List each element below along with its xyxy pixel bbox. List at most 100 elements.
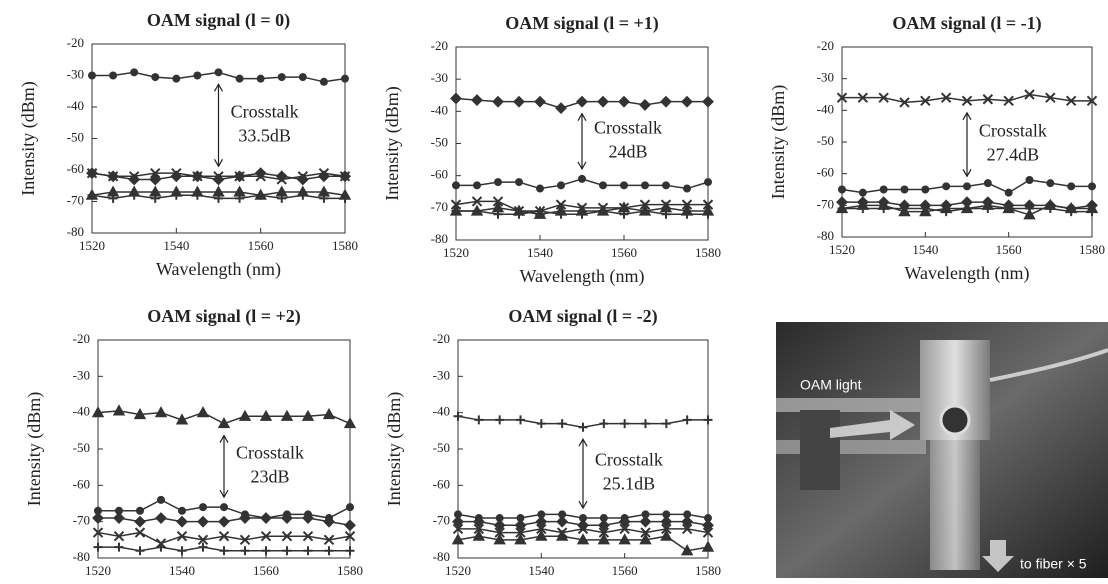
marker	[175, 413, 189, 425]
marker	[878, 92, 889, 103]
marker	[1025, 176, 1034, 184]
marker	[597, 533, 611, 545]
marker	[238, 409, 252, 421]
marker	[323, 534, 335, 546]
marker	[702, 519, 714, 532]
marker	[323, 515, 335, 528]
marker	[682, 209, 692, 219]
marker	[681, 95, 693, 108]
marker	[472, 529, 486, 541]
y-tick-label: -80	[73, 549, 90, 564]
post	[930, 440, 980, 570]
marker	[838, 185, 846, 194]
marker	[324, 546, 334, 556]
chart-title: OAM signal (l = 0)	[147, 10, 290, 31]
y-tick-label: -30	[73, 367, 90, 382]
marker	[858, 204, 868, 213]
marker	[921, 185, 930, 194]
marker	[214, 193, 223, 203]
marker	[598, 206, 608, 216]
marker	[681, 523, 693, 535]
marker	[343, 417, 357, 429]
marker	[452, 523, 464, 535]
x-tick-label: 1580	[695, 245, 721, 260]
marker	[109, 71, 118, 80]
x-tick-label: 1540	[169, 563, 195, 578]
marker	[639, 533, 652, 545]
marker	[150, 193, 160, 203]
marker	[599, 419, 609, 429]
marker	[112, 404, 126, 416]
marker	[1046, 179, 1055, 188]
marker	[346, 503, 354, 512]
marker	[597, 519, 610, 532]
marker	[113, 530, 125, 542]
annotation: Crosstalk	[231, 101, 299, 121]
y-tick-label: -60	[431, 167, 448, 182]
marker	[199, 503, 207, 512]
marker	[513, 95, 525, 108]
arrow-head	[962, 111, 972, 178]
y-axis-label: Intensity (dBm)	[382, 86, 403, 201]
marker	[281, 512, 293, 524]
chart-title: OAM signal (l = -1)	[892, 13, 1041, 34]
marker	[344, 519, 356, 532]
marker	[702, 95, 714, 108]
photo-label: to fiber × 5	[1020, 556, 1087, 572]
marker	[136, 506, 144, 515]
y-tick-label: -40	[73, 404, 90, 419]
marker	[133, 407, 147, 420]
marker	[900, 185, 909, 194]
annotation: 33.5dB	[238, 125, 291, 145]
marker	[282, 546, 292, 556]
marker	[536, 184, 544, 193]
marker	[171, 190, 181, 200]
marker	[661, 419, 671, 429]
marker	[536, 523, 547, 535]
marker	[218, 515, 230, 528]
marker	[940, 92, 952, 103]
marker	[149, 173, 162, 186]
x-axis-label: Wavelength (nm)	[519, 266, 644, 287]
marker	[641, 419, 650, 429]
x-tick-label: 1580	[337, 563, 363, 578]
marker	[579, 514, 587, 523]
marker	[494, 178, 502, 187]
marker	[196, 406, 210, 418]
marker	[108, 193, 118, 203]
y-tick-label: -80	[433, 549, 450, 564]
marker	[535, 515, 548, 528]
chart: OAM signal (l = +2)Wavelength (nm)Intens…	[24, 306, 363, 578]
y-axis-label: Intensity (dBm)	[384, 392, 405, 507]
marker	[515, 178, 523, 187]
x-tick-label: 1520	[85, 563, 111, 578]
marker	[620, 419, 630, 429]
marker	[493, 519, 506, 532]
chart: OAM signal (l = -1) Wavelength (nm) Intens…	[768, 13, 1105, 284]
x-tick-label: 1520	[79, 238, 105, 253]
marker	[197, 534, 209, 546]
annotation: 27.4dB	[987, 145, 1040, 165]
marker	[683, 510, 692, 519]
marker	[578, 422, 588, 432]
marker	[150, 167, 161, 179]
fiber	[989, 348, 1108, 382]
marker	[556, 515, 569, 528]
x-tick-label: 1520	[445, 563, 471, 578]
x-axis-label: Wavelength (nm)	[156, 259, 281, 280]
annotation: Crosstalk	[594, 117, 662, 137]
marker	[662, 510, 671, 519]
y-axis-label: Intensity (dBm)	[768, 85, 789, 200]
rail	[776, 440, 926, 454]
y-tick-label: -50	[67, 129, 84, 144]
marker	[156, 542, 166, 552]
marker	[619, 523, 630, 535]
x-tick-label: 1520	[829, 242, 855, 257]
marker	[620, 181, 628, 190]
chart-title: OAM signal (l = +1)	[505, 13, 659, 34]
marker	[1024, 89, 1035, 100]
marker	[641, 181, 649, 190]
marker	[453, 411, 463, 421]
marker	[193, 71, 202, 80]
